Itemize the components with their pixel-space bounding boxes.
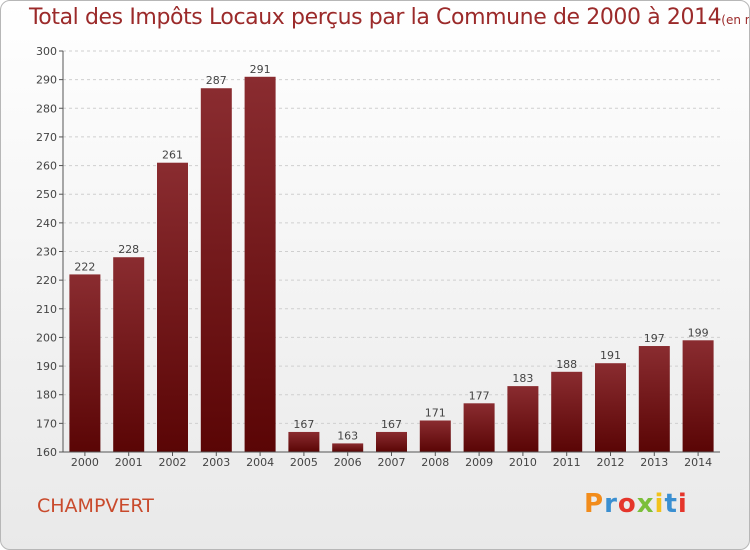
y-tick-label: 210 [36,303,57,316]
data-label: 163 [337,429,358,442]
x-tick-label: 2004 [246,456,274,469]
axes [62,51,720,453]
y-tick-label: 180 [36,389,57,402]
bar-2008 [419,420,451,452]
commune-name: CHAMPVERT [37,495,154,517]
x-tick-label: 2007 [378,456,406,469]
data-label: 228 [118,243,139,256]
x-tick-label: 2001 [115,456,143,469]
x-tick-label: 2014 [684,456,712,469]
proxiti-logo[interactable]: Proxiti [584,489,688,519]
data-label: 199 [688,326,709,339]
bar-2001 [113,257,145,452]
data-label: 177 [469,389,490,402]
bar-2004 [244,76,276,453]
y-tick-label: 300 [36,45,57,58]
y-tick-label: 290 [36,74,57,87]
x-tick-label: 2012 [597,456,625,469]
x-tick-label: 2010 [509,456,537,469]
title-text: Total des Impôts Locaux perçus par la Co… [29,5,722,30]
data-label: 287 [206,74,227,87]
data-label: 167 [381,418,402,431]
x-tick-label: 2003 [202,456,230,469]
y-tick-label: 250 [36,188,57,201]
y-tick-label: 280 [36,102,57,115]
bars [69,76,714,453]
x-axis-ticks: 2000 2001 2002 2003 2004 2005 2006 2007 2008 2009… [71,452,712,469]
bar-2010 [507,386,539,452]
data-label: 188 [556,358,577,371]
bar-2012 [595,363,626,452]
bar-2003 [200,88,232,452]
bar-2006 [332,443,364,452]
x-tick-label: 2009 [465,456,493,469]
y-tick-label: 160 [36,446,57,459]
y-tick-label: 220 [36,274,57,287]
x-tick-label: 2011 [553,456,581,469]
y-tick-label: 190 [36,360,57,373]
logo-letter: r [604,489,618,519]
x-tick-label: 2013 [640,456,668,469]
bar-2005 [288,431,320,452]
data-label: 197 [644,332,665,345]
bar-2007 [376,431,407,452]
data-label: 222 [74,260,95,273]
chart-title: Total des Impôts Locaux perçus par la Co… [29,5,749,30]
bar-2014 [682,340,714,452]
data-label: 191 [600,349,621,362]
y-tick-label: 240 [36,217,57,230]
bar-2011 [551,371,583,452]
logo-letter: t [664,489,678,519]
logo-letter: i [677,489,688,519]
y-tick-label: 170 [36,417,57,430]
data-label: 291 [250,63,271,76]
y-tick-label: 260 [36,160,57,173]
y-axis-ticks: 160 170 180 190 200 210 220 230 240 250 260 270 280 2… [36,45,63,459]
logo-letter: i [654,489,665,519]
y-tick-label: 200 [36,331,57,344]
x-tick-label: 2000 [71,456,99,469]
title-unit: (en milliers d'€) [721,13,749,27]
data-label: 167 [293,418,314,431]
x-tick-label: 2006 [334,456,362,469]
data-label: 183 [512,372,533,385]
x-tick-label: 2002 [159,456,187,469]
bar-2002 [157,162,188,452]
y-tick-label: 230 [36,246,57,259]
x-tick-label: 2005 [290,456,318,469]
logo-letter: x [636,489,655,519]
logo-letter: P [584,489,605,519]
logo-letter: o [617,489,637,519]
data-label: 261 [162,149,183,162]
y-tick-label: 270 [36,131,57,144]
x-tick-label: 2008 [421,456,449,469]
bar-2000 [69,274,101,452]
data-labels: 222 228 261 287 291 167 163 167 171 177 183 188 191 1… [74,63,708,443]
data-label: 171 [425,406,446,419]
bar-2013 [638,346,670,452]
bar-2009 [463,403,495,452]
